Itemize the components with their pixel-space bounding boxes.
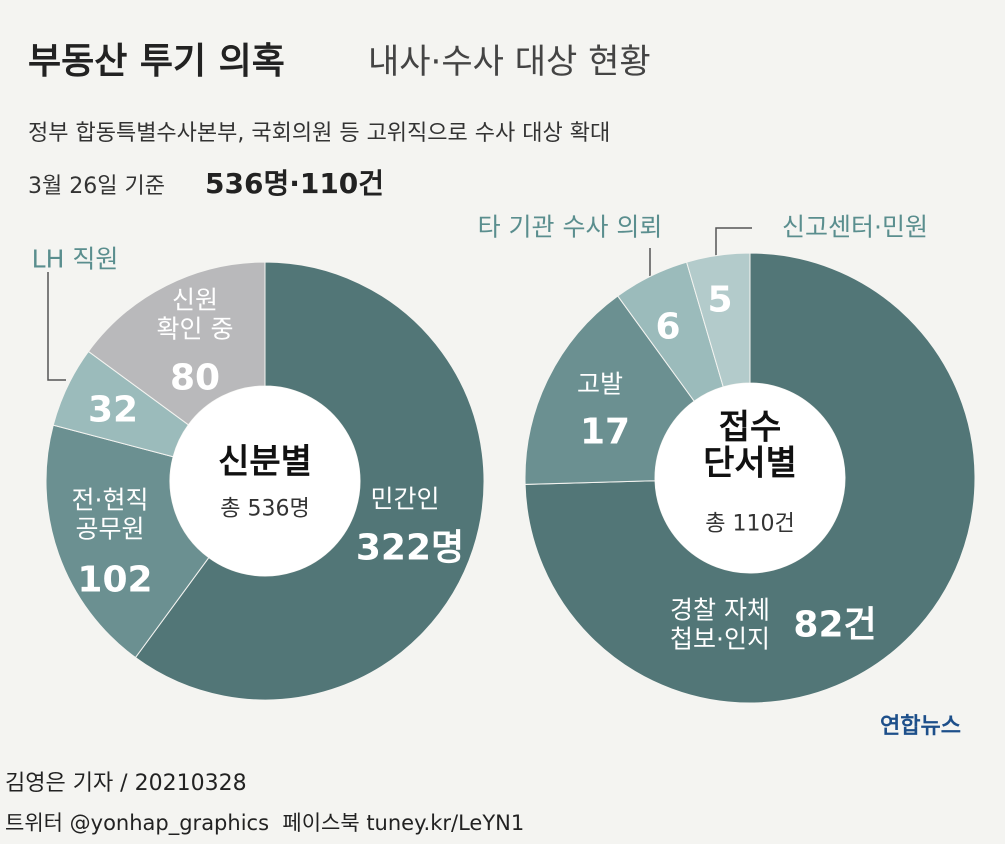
donut-hole [170,386,360,576]
leader-line [47,272,66,381]
slice-label: 타 기관 수사 의뢰 [477,212,663,242]
slice-label: 전·현직 공무원 [71,485,149,543]
center-subtitle: 총 110건 [705,511,795,537]
subtitle: 정부 합동특별수사본부, 국회의원 등 고위직으로 수사 대상 확대 [28,121,611,146]
title-suffix: 내사·수사 대상 현황 [368,42,651,82]
byline: 김영은 기자 / 20210328 [5,771,247,796]
value-label: 32 [87,389,139,431]
slice-label: 민간인 [370,484,440,514]
slice-label: 신고센터·민원 [782,212,928,242]
slice-label: 신원 확인 중 [156,285,234,343]
value-label: 102 [77,559,153,601]
title: 부동산 투기 의혹 [28,41,285,82]
date-note: 3월 26일 기준 [28,174,165,199]
center-title: 접수 단서별 [703,407,797,483]
slice-label: 경찰 자체 첩보·인지 [670,595,770,653]
center-title: 신분별 [218,442,312,483]
value-label: 5 [707,279,733,321]
leader-line [715,227,752,256]
value-label: 322명 [355,527,465,569]
value-label: 82건 [793,604,877,646]
logo: 연합뉴스 [880,714,961,739]
value-label: 17 [579,411,631,453]
value-label: 80 [169,357,221,399]
totals: 536명·110건 [205,167,385,200]
slice-label: 고발 [576,369,624,399]
social: 트위터 @yonhap_graphics 페이스북 tuney.kr/LeYN1 [5,811,525,835]
donut-hole [655,383,845,573]
value-label: 6 [655,306,681,348]
slice-label: LH 직원 [31,244,119,274]
center-subtitle: 총 536명 [220,496,310,522]
